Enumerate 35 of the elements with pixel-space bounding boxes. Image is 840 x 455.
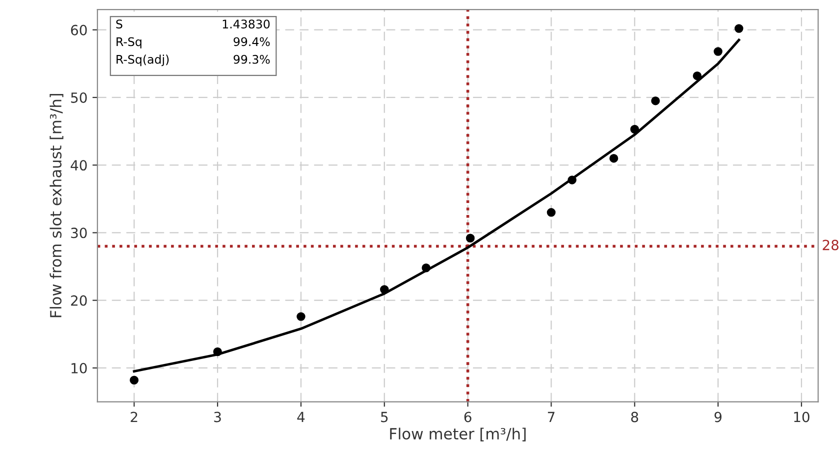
point [692, 71, 702, 80]
point [714, 47, 722, 56]
point [734, 24, 744, 33]
point [651, 96, 660, 106]
y-axis-title: Flow from slot exhaust [m³/h] [50, 94, 64, 318]
y-tick-label: 50 [71, 92, 87, 103]
point [380, 285, 389, 294]
x-tick-label: 6 [464, 412, 472, 422]
point [466, 234, 475, 242]
x-tick-label: 8 [631, 412, 638, 422]
x-tick-label: 3 [214, 412, 221, 422]
y-tick-label: 30 [71, 228, 87, 238]
y-tick-label: 60 [71, 24, 87, 36]
x-tick-label: 5 [381, 412, 388, 422]
point [630, 124, 640, 134]
point [609, 154, 618, 163]
point [568, 176, 576, 184]
point [296, 312, 306, 321]
x-tick-label: 9 [714, 412, 722, 422]
point [130, 376, 139, 384]
ref-line-label: 28 [822, 240, 838, 250]
text: R-Sq 99.4% [116, 37, 270, 48]
y-tick-label: 20 [71, 295, 87, 306]
x-axis-title: Flow meter [m³/h] [390, 428, 526, 442]
x-tick-label: 4 [297, 412, 305, 422]
x-tick-label: 10 [794, 412, 810, 422]
x-tick-label: 7 [548, 412, 554, 422]
x-tick-label: 2 [130, 412, 138, 422]
y-tick-label: 40 [70, 160, 87, 171]
point [422, 264, 430, 272]
text: S 1.43830 [116, 20, 270, 28]
point [546, 208, 556, 217]
y-tick-label: 10 [72, 362, 87, 374]
point [213, 347, 222, 356]
text: R-Sq(adj) 99.3% [116, 54, 270, 66]
